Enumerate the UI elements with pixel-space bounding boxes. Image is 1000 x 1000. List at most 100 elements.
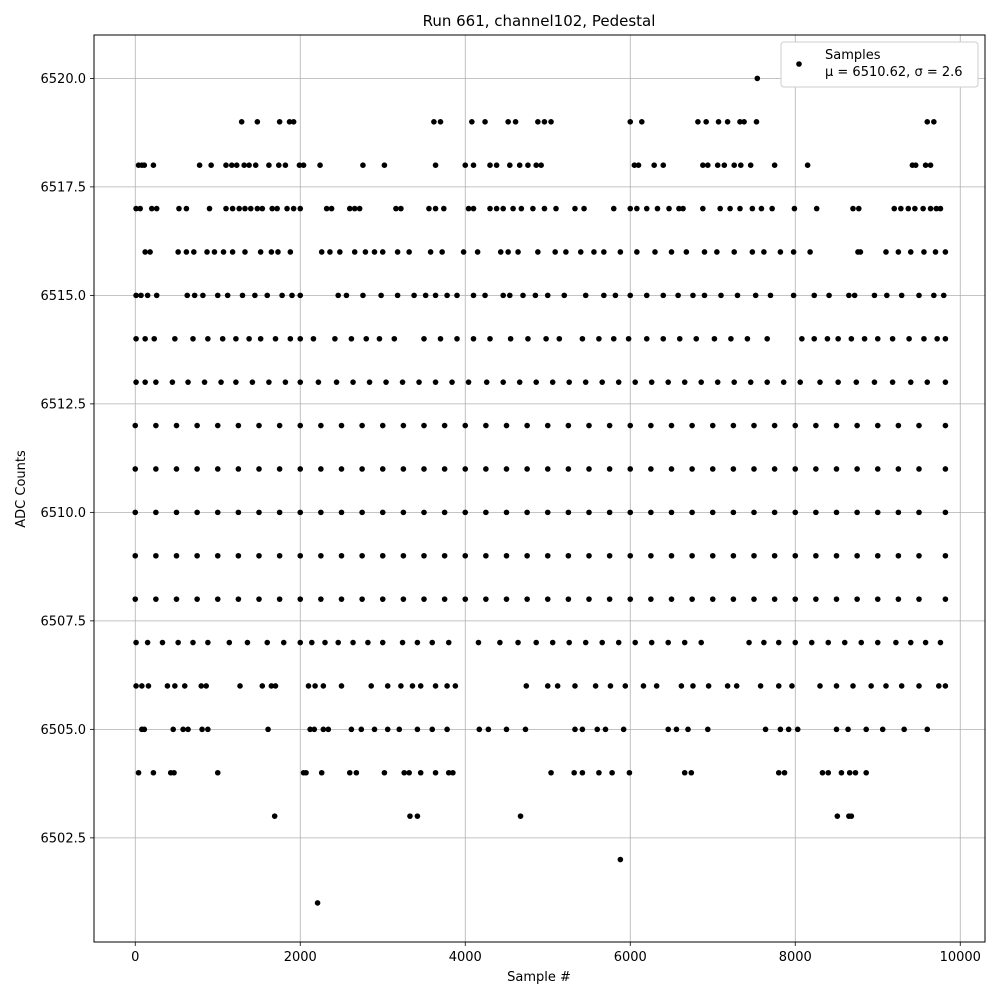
data-point xyxy=(242,205,248,212)
data-point xyxy=(394,292,401,299)
data-point xyxy=(290,118,297,125)
data-point xyxy=(407,813,413,819)
data-point xyxy=(214,769,221,776)
data-point xyxy=(622,683,629,689)
data-point xyxy=(169,379,176,385)
data-point xyxy=(208,162,214,168)
data-point xyxy=(524,596,530,602)
data-point xyxy=(690,683,696,689)
data-point xyxy=(289,292,295,299)
data-point xyxy=(363,335,370,342)
data-point xyxy=(449,379,455,385)
data-point xyxy=(235,466,242,472)
data-point xyxy=(561,292,568,299)
data-point xyxy=(693,335,700,342)
legend-marker xyxy=(796,61,802,67)
data-point xyxy=(515,639,521,646)
data-point xyxy=(676,335,683,342)
data-point xyxy=(942,596,949,602)
data-point xyxy=(620,726,627,733)
data-point xyxy=(741,118,747,125)
data-point xyxy=(470,292,477,299)
data-point xyxy=(503,552,510,559)
data-point xyxy=(871,292,878,299)
data-point xyxy=(275,249,281,255)
data-point xyxy=(855,205,862,212)
data-point xyxy=(194,466,200,472)
data-point xyxy=(516,162,523,168)
data-point xyxy=(133,639,139,646)
data-point xyxy=(475,639,482,646)
data-point xyxy=(920,205,926,212)
data-point xyxy=(826,292,832,299)
data-point xyxy=(535,249,541,255)
data-point xyxy=(771,509,778,516)
data-point xyxy=(606,466,613,472)
data-point xyxy=(874,422,881,429)
data-point xyxy=(790,249,797,255)
data-point xyxy=(668,466,675,472)
data-point xyxy=(276,162,282,168)
data-point xyxy=(891,205,898,212)
data-point xyxy=(409,683,416,689)
data-point xyxy=(703,118,709,125)
data-point xyxy=(204,249,210,255)
data-point xyxy=(834,813,841,819)
data-point xyxy=(421,509,427,516)
data-point xyxy=(141,726,148,733)
data-point xyxy=(444,726,450,733)
data-point xyxy=(811,335,818,342)
data-point xyxy=(296,162,303,168)
data-point xyxy=(137,205,143,212)
data-point xyxy=(853,379,860,385)
data-point xyxy=(857,249,864,255)
data-point xyxy=(737,118,743,125)
chart-title: Run 661, channel102, Pedestal xyxy=(423,12,656,30)
data-point xyxy=(312,683,318,689)
data-point xyxy=(132,422,139,429)
data-point xyxy=(626,769,633,776)
data-point xyxy=(854,596,860,602)
data-point xyxy=(379,509,386,516)
data-point xyxy=(254,205,261,212)
data-point xyxy=(924,726,931,733)
data-point xyxy=(214,509,221,516)
data-point xyxy=(470,162,477,168)
data-point xyxy=(211,249,218,255)
data-point xyxy=(792,422,799,429)
data-point xyxy=(510,205,516,212)
data-point xyxy=(338,596,345,602)
data-point xyxy=(505,118,511,125)
data-point xyxy=(927,205,934,212)
data-point xyxy=(627,552,634,559)
data-point xyxy=(183,205,190,212)
data-point xyxy=(318,249,325,255)
data-point xyxy=(398,683,404,689)
data-point xyxy=(305,683,312,689)
data-point xyxy=(689,552,695,559)
data-point xyxy=(297,552,304,559)
data-point xyxy=(317,162,323,168)
data-point xyxy=(599,639,605,646)
data-point xyxy=(235,552,242,559)
data-point xyxy=(190,639,196,646)
data-point xyxy=(937,639,944,646)
data-point xyxy=(399,639,406,646)
data-point xyxy=(133,292,139,299)
data-point xyxy=(483,509,489,516)
data-point xyxy=(214,292,221,299)
data-point xyxy=(462,552,469,559)
y-tick-label: 6502.5 xyxy=(41,831,87,846)
data-point xyxy=(942,466,949,472)
legend: Samples μ = 6510.62, σ = 2.6 xyxy=(780,41,979,88)
data-point xyxy=(751,596,757,602)
data-point xyxy=(634,205,640,212)
data-point xyxy=(417,769,424,776)
data-point xyxy=(758,205,765,212)
data-point xyxy=(665,379,671,385)
data-point xyxy=(883,249,889,255)
data-point xyxy=(132,466,139,472)
data-point xyxy=(256,466,262,472)
data-point xyxy=(191,249,197,255)
data-point xyxy=(751,509,757,516)
